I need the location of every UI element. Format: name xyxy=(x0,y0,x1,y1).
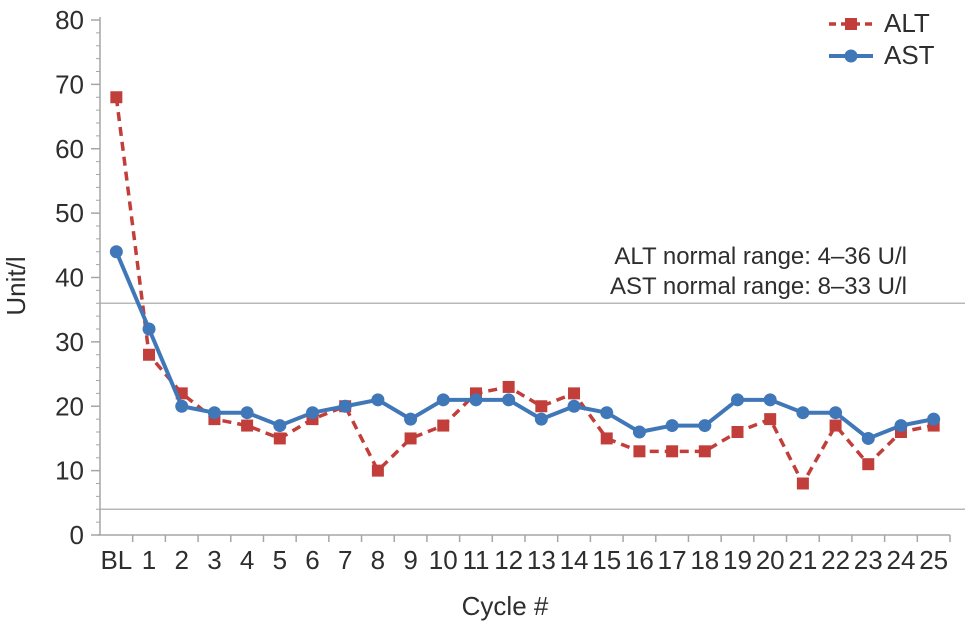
alt-marker xyxy=(764,413,777,426)
ast-marker xyxy=(142,322,156,336)
y-tick-label: 70 xyxy=(55,69,84,99)
legend-label-alt: ALT xyxy=(884,8,930,38)
x-tick-label: 20 xyxy=(756,545,785,575)
ast-marker xyxy=(698,419,712,433)
y-tick-label: 40 xyxy=(55,263,84,293)
ast-marker xyxy=(600,406,614,420)
x-tick-label: 5 xyxy=(273,545,287,575)
alt-marker xyxy=(568,387,581,400)
x-tick-labels: BL 1 2 3 4 5 6 7 8 9 10 11 12 13 14 15 16 17 18 19 20 21 22 23 2… xyxy=(100,545,948,575)
x-tick-label: 10 xyxy=(429,545,458,575)
x-tick-label: 16 xyxy=(625,545,654,575)
legend-item-alt: ALT xyxy=(828,8,935,38)
x-tick-label: 22 xyxy=(821,545,850,575)
ast-series xyxy=(109,245,941,445)
x-tick-label: 24 xyxy=(887,545,916,575)
alt-marker xyxy=(698,445,711,458)
x-tick-label: 14 xyxy=(560,545,589,575)
ast-marker xyxy=(338,399,352,413)
alt-marker xyxy=(273,432,286,445)
x-tick-label: 13 xyxy=(527,545,556,575)
ast-marker xyxy=(534,412,548,426)
alt-marker xyxy=(633,445,646,458)
y-tick-label: 20 xyxy=(55,391,84,421)
ast-marker xyxy=(665,419,679,433)
x-axis-ticks xyxy=(131,535,951,542)
ast-solid-circle-swatch-icon xyxy=(829,49,873,62)
x-tick-label: 11 xyxy=(462,545,489,575)
ast-marker xyxy=(109,245,123,259)
ast-marker xyxy=(894,419,908,433)
x-tick-label: 8 xyxy=(371,545,385,575)
alt-marker xyxy=(862,458,875,471)
x-tick-label: 4 xyxy=(240,545,254,575)
x-tick-label: 17 xyxy=(658,545,687,575)
ast-marker xyxy=(306,406,319,420)
y-axis-title: Unit/l xyxy=(1,256,31,316)
alt-marker xyxy=(143,348,156,361)
ast-marker xyxy=(763,393,777,407)
alt-marker xyxy=(241,419,254,432)
x-tick-label: 1 xyxy=(142,545,156,575)
x-tick-label: 15 xyxy=(592,545,621,575)
y-tick-labels: 0 10 20 30 40 50 60 70 80 xyxy=(55,5,84,550)
ast-marker xyxy=(371,393,385,407)
y-tick-label: 30 xyxy=(55,327,84,357)
alt-marker xyxy=(437,419,450,432)
alt-marker xyxy=(110,91,123,104)
x-tick-label: 7 xyxy=(338,545,352,575)
y-tick-label: 60 xyxy=(55,134,84,164)
x-tick-label: 18 xyxy=(690,545,719,575)
ast-normal-range-text: AST normal range: 8–33 U/l xyxy=(609,273,907,300)
ast-marker xyxy=(240,406,254,420)
legend: ALT AST xyxy=(828,8,935,70)
alt-dashed-square-swatch-icon xyxy=(829,17,873,30)
x-axis-title: Cycle # xyxy=(461,591,549,621)
ast-marker xyxy=(731,393,744,407)
ast-marker xyxy=(207,406,221,420)
x-tick-label: 6 xyxy=(305,545,319,575)
x-tick-label: 21 xyxy=(788,545,817,575)
ast-marker xyxy=(404,412,418,426)
alt-marker xyxy=(535,400,548,413)
ast-marker xyxy=(861,431,875,445)
alt-marker xyxy=(502,380,515,393)
x-tick-label: 12 xyxy=(494,545,523,575)
ast-marker xyxy=(796,406,810,420)
ast-marker xyxy=(927,412,941,426)
legend-label-ast: AST xyxy=(884,40,935,70)
alt-marker xyxy=(666,445,679,458)
alt-normal-range-text: ALT normal range: 4–36 U/l xyxy=(614,243,907,270)
ast-marker xyxy=(632,425,646,439)
x-tick-label: 2 xyxy=(174,545,188,575)
ast-marker xyxy=(175,399,189,413)
legend-item-ast: AST xyxy=(828,40,935,70)
x-tick-label: 9 xyxy=(403,545,417,575)
alt-marker xyxy=(600,432,613,445)
x-tick-label: 25 xyxy=(919,545,948,575)
alt-marker xyxy=(731,426,744,438)
normal-range-annotations: ALT normal range: 4–36 U/l AST normal ra… xyxy=(610,242,907,302)
alt-marker xyxy=(796,477,809,490)
y-tick-label: 80 xyxy=(55,5,84,35)
ast-marker xyxy=(829,406,843,420)
alt-marker xyxy=(829,419,842,432)
ast-marker xyxy=(567,399,581,413)
y-tick-label: 10 xyxy=(55,456,84,486)
ast-marker xyxy=(469,393,483,407)
x-tick-label: 23 xyxy=(854,545,883,575)
y-tick-label: 0 xyxy=(70,520,84,550)
ast-marker xyxy=(502,393,516,407)
y-axis-major-ticks xyxy=(91,19,100,536)
alt-marker xyxy=(371,464,384,477)
x-tick-label: BL xyxy=(100,545,132,575)
y-tick-label: 50 xyxy=(55,198,84,228)
x-tick-label: 19 xyxy=(723,545,752,575)
ast-marker xyxy=(273,419,287,433)
x-tick-label: 3 xyxy=(207,545,221,575)
ast-marker xyxy=(436,393,450,407)
alt-marker xyxy=(404,432,417,445)
